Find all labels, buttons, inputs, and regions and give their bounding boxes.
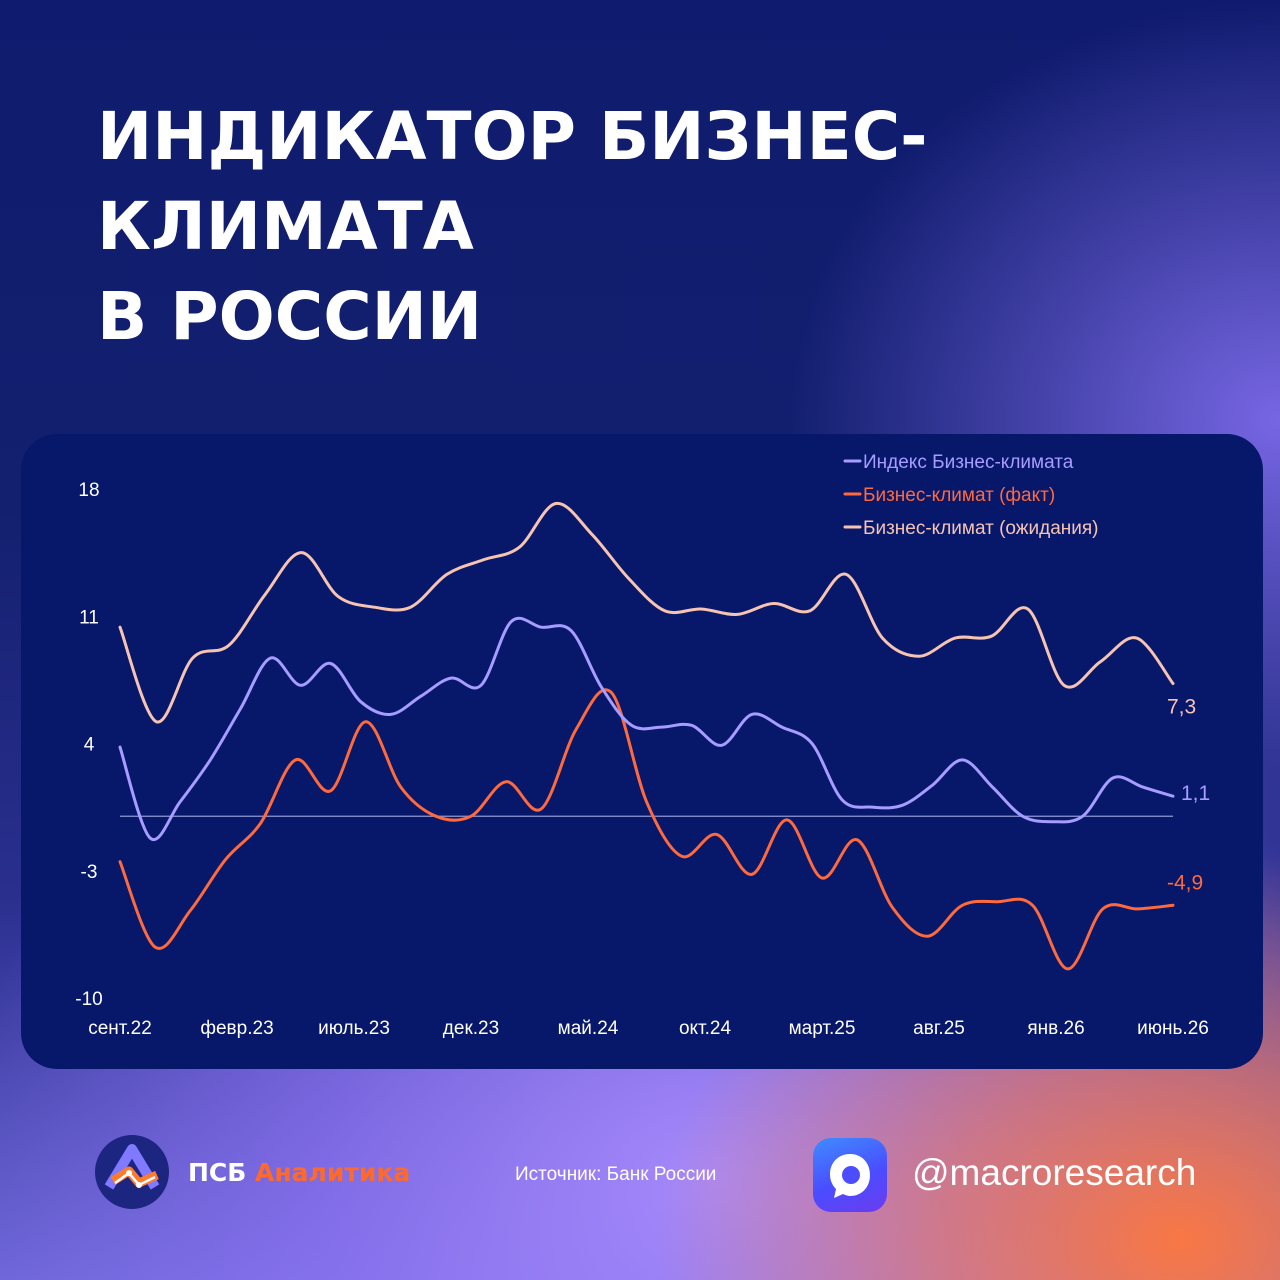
footer: ПСБ Аналитика Источник: Банк России @mac…: [0, 1130, 1280, 1220]
series-line: [118, 501, 1175, 724]
line-chart: 18 11 4 -3 -10 сент.22 февр.23 июль.23 дек.23 май…: [75, 452, 1210, 1039]
x-tick-label: июнь.26: [1137, 1018, 1209, 1039]
y-tick-label: 18: [78, 480, 99, 501]
y-tick-label: 4: [84, 735, 95, 756]
x-tick-label: март.25: [789, 1018, 856, 1039]
legend-label: Бизнес-климат (ожидания): [863, 518, 1098, 539]
x-tick-label: май.24: [558, 1018, 619, 1039]
series-end-label: -4,9: [1167, 871, 1203, 894]
x-tick-label: окт.24: [679, 1018, 732, 1039]
y-tick-label: -10: [75, 989, 102, 1010]
legend-label: Индекс Бизнес-климата: [863, 452, 1074, 473]
brand-primary: ПСБ: [188, 1158, 247, 1187]
source-note: Источник: Банк России: [515, 1164, 717, 1185]
x-tick-label: авг.25: [913, 1018, 965, 1039]
x-tick-label: февр.23: [200, 1018, 273, 1039]
title-line-2: В РОССИИ: [97, 278, 483, 355]
messenger-app-icon[interactable]: [813, 1138, 887, 1212]
series-line: [118, 688, 1175, 971]
channel-handle[interactable]: @macroresearch: [912, 1152, 1197, 1193]
x-tick-label: дек.23: [443, 1018, 499, 1039]
series-end-label: 1,1: [1181, 782, 1210, 805]
brand-name: ПСБ Аналитика: [188, 1158, 410, 1187]
psb-logo-icon: [95, 1135, 169, 1209]
x-tick-label: янв.26: [1027, 1018, 1084, 1039]
y-tick-label: 11: [79, 607, 99, 628]
legend-label: Бизнес-климат (факт): [863, 485, 1055, 506]
brand-accent: Аналитика: [255, 1158, 411, 1187]
x-tick-label: сент.22: [88, 1018, 152, 1039]
y-tick-label: -3: [81, 862, 98, 883]
chart-card: 18 11 4 -3 -10 сент.22 февр.23 июль.23 дек.23 май…: [21, 434, 1263, 1069]
title-line-1: ИНДИКАТОР БИЗНЕС-КЛИМАТА: [97, 98, 928, 265]
series-line: [118, 616, 1175, 842]
x-tick-label: июль.23: [318, 1018, 390, 1039]
page-title: ИНДИКАТОР БИЗНЕС-КЛИМАТА В РОССИИ: [97, 92, 1217, 362]
series-end-label: 7,3: [1167, 696, 1196, 719]
